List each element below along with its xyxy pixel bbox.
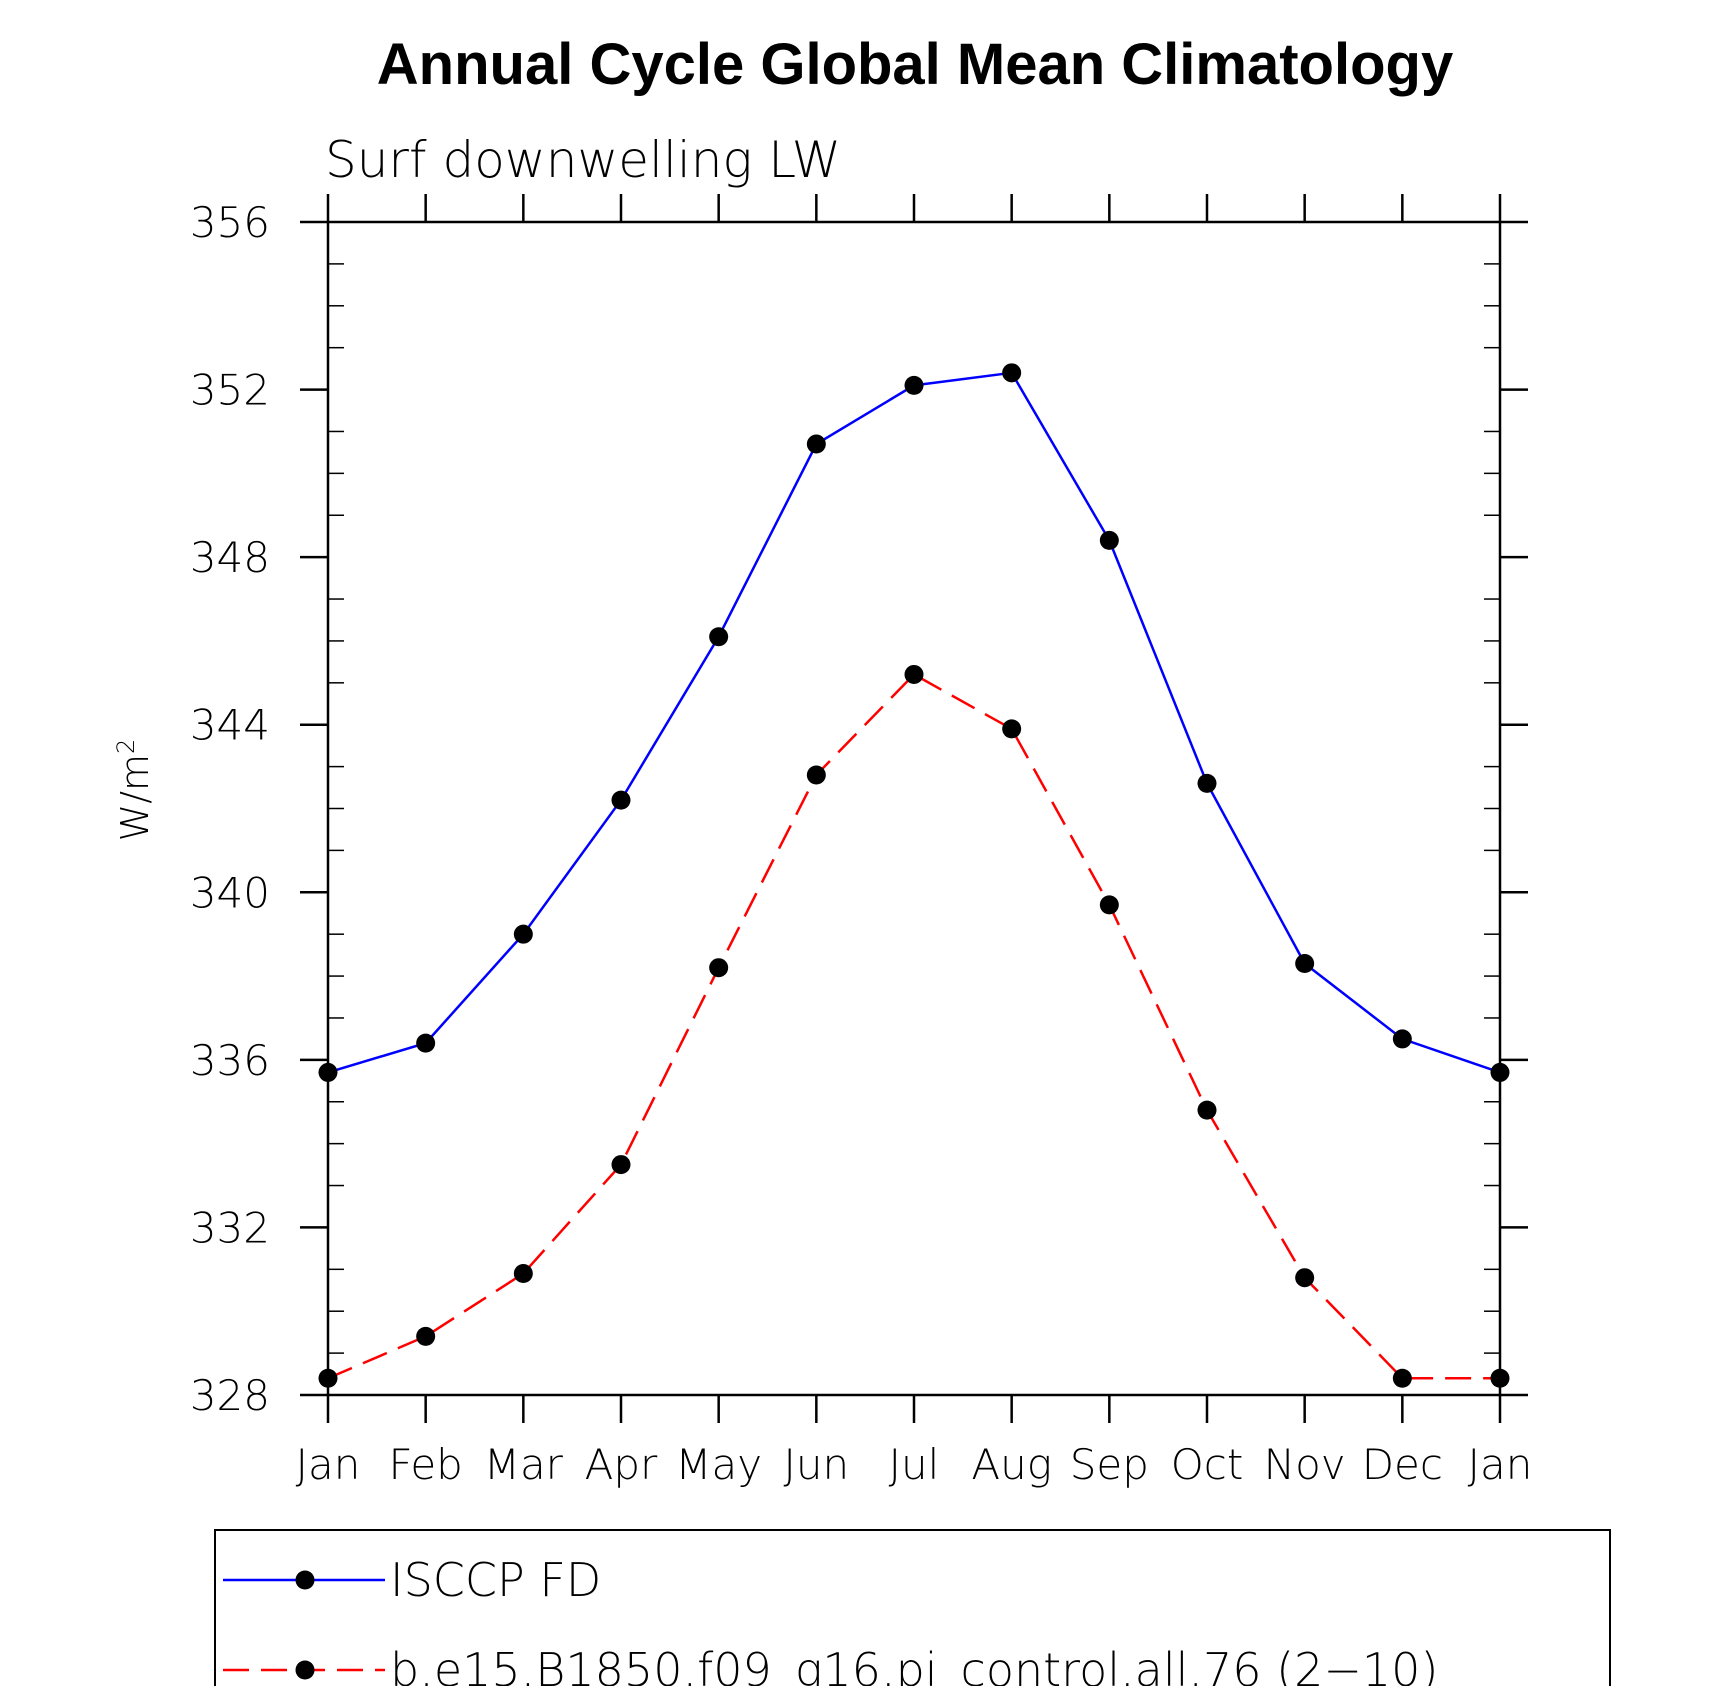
series-line-2 — [327, 672, 1500, 1380]
series-1-point — [513, 924, 533, 944]
x-tick-label: Oct — [1171, 1440, 1244, 1489]
series-2-point — [1392, 1368, 1412, 1388]
legend-label-2: b.e15.B1850.f09_g16.pi_control.all.76 (2… — [390, 1643, 1438, 1686]
y-tick-label: 328 — [190, 1371, 270, 1420]
y-axis-label-sup: 2 — [112, 739, 140, 754]
series-1-point — [709, 627, 729, 647]
chart-title: Annual Cycle Global Mean Climatology — [377, 32, 1453, 97]
y-tick-label: 356 — [190, 198, 270, 247]
series-1-point — [806, 434, 826, 454]
series-2-point — [611, 1155, 631, 1175]
y-tick-label: 340 — [190, 868, 270, 917]
y-tick-label: 336 — [190, 1036, 270, 1085]
x-tick-label: Jan — [296, 1440, 361, 1489]
x-tick-label: Jun — [784, 1440, 850, 1489]
series-2-point — [1490, 1368, 1510, 1388]
series-2-point — [416, 1326, 436, 1346]
series-1-point — [904, 375, 924, 395]
series-1-point — [1392, 1029, 1412, 1049]
series-2-point — [318, 1368, 338, 1388]
series-2-point — [806, 765, 826, 785]
x-tick-label: Mar — [484, 1440, 564, 1489]
series-1-point — [416, 1033, 436, 1053]
x-tick-label: May — [675, 1440, 762, 1489]
y-tick-label: 352 — [190, 366, 270, 415]
legend-box — [214, 1529, 1611, 1691]
series-1-point — [1490, 1062, 1510, 1082]
legend: ISCCP FD b.e15.B1850.f09_g16.pi_control.a… — [214, 1529, 1611, 1691]
plot-area: Jan Feb Mar Apr May Jun Jul Aug Sep Oct Nov Dec Jan 3… — [190, 194, 1533, 1489]
series-1-point — [318, 1062, 338, 1082]
series-1-point — [611, 790, 631, 810]
series-2-point — [513, 1264, 533, 1284]
plot-frame — [326, 220, 1502, 1397]
series-2-point — [1099, 895, 1119, 915]
legend-label-1: ISCCP FD — [390, 1553, 601, 1607]
series-2-point — [904, 664, 924, 684]
y-axis-label-base: W/m — [113, 754, 157, 841]
series-line-1 — [327, 371, 1501, 1074]
series-2-point — [1197, 1100, 1217, 1120]
y-tick-label: 332 — [190, 1203, 270, 1252]
series-2-point — [1295, 1268, 1315, 1288]
x-tick-label: Jan — [1468, 1440, 1533, 1489]
x-tick-label: Feb — [388, 1440, 462, 1489]
series-1-point — [1002, 363, 1022, 383]
y-tick-label: 344 — [190, 701, 270, 750]
series-1-point — [1197, 773, 1217, 793]
chart-subtitle: Surf downwelling LW — [325, 131, 841, 189]
x-tick-label: Dec — [1362, 1440, 1443, 1489]
series-1-point — [1099, 530, 1119, 550]
series-2-point — [709, 958, 729, 978]
legend-marker-2 — [295, 1660, 315, 1680]
series-2-point — [1002, 719, 1022, 739]
x-tick-label: Sep — [1070, 1440, 1149, 1489]
x-tick-label: Apr — [585, 1440, 658, 1489]
y-tick-label: 348 — [190, 533, 270, 582]
x-tick-label: Nov — [1264, 1440, 1346, 1489]
x-tick-label: Aug — [971, 1440, 1052, 1489]
y-axis-label: W/m2 — [112, 739, 157, 842]
legend-marker-1 — [295, 1570, 315, 1590]
x-tick-label: Jul — [889, 1440, 940, 1489]
series-1-point — [1295, 954, 1315, 974]
